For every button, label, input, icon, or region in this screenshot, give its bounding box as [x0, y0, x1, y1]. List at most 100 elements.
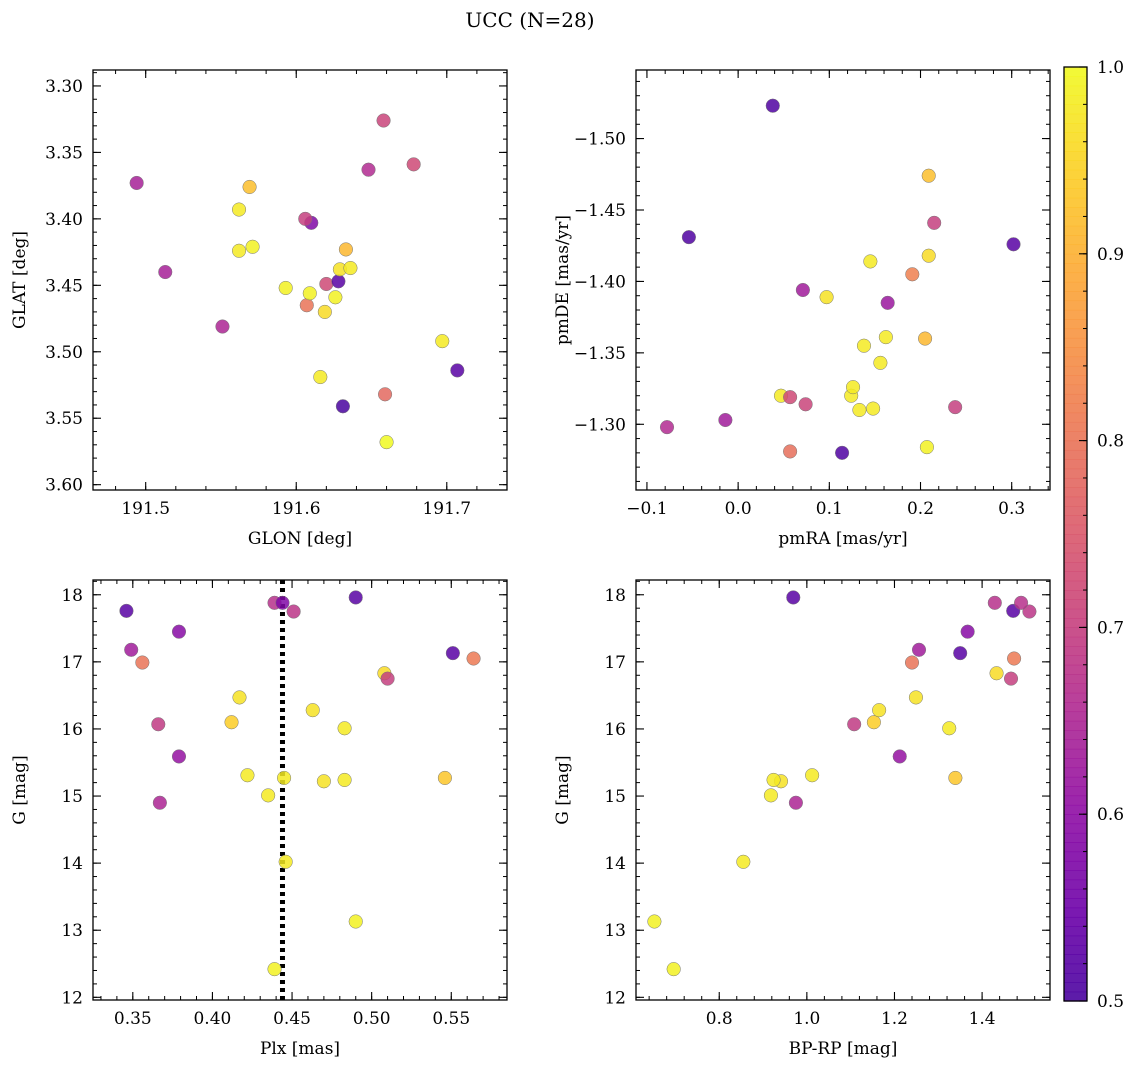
data-point: [313, 369, 328, 385]
y-tick-label: 13: [61, 921, 83, 941]
colorbar-segment: [1064, 888, 1087, 899]
colorbar-segment: [1064, 898, 1087, 909]
colorbar-segment: [1064, 739, 1087, 750]
colorbar-segment: [1064, 104, 1087, 115]
data-point: [659, 420, 675, 435]
figure-title: UCC (N=28): [465, 8, 594, 32]
data-point: [129, 175, 144, 191]
data-point: [852, 402, 867, 418]
colorbar-segment: [1064, 534, 1087, 544]
colorbar-segment: [1064, 67, 1087, 77]
colorbar-segment: [1064, 403, 1087, 414]
data-point: [380, 671, 395, 686]
colorbar-segment: [1064, 711, 1087, 722]
data-point: [348, 914, 363, 929]
data-point: [231, 202, 247, 217]
data-point: [905, 267, 920, 282]
x-axis-label: Plx [mas]: [260, 1039, 340, 1059]
colorbar-segment: [1064, 216, 1087, 227]
colorbar-tick-label: 1.0: [1097, 58, 1124, 78]
y-tick-label: 17: [604, 653, 626, 673]
colorbar-segment: [1064, 412, 1087, 423]
colorbar-segment: [1064, 468, 1087, 479]
colorbar-segment: [1064, 76, 1087, 87]
colorbar-segment: [1064, 954, 1087, 965]
data-point: [989, 666, 1004, 681]
scatter-panel-top-left: 191.5 191.6 191.7 3.30 3.35 3.40 3.45 3.50 3.55 3…: [10, 69, 508, 549]
axes-frame: [635, 69, 1051, 491]
y-tick-label: 18: [61, 586, 83, 606]
data-point: [135, 655, 150, 670]
x-tick-label: 1.4: [969, 1009, 996, 1029]
colorbar-segment: [1064, 356, 1087, 367]
colorbar-segment: [1064, 720, 1087, 731]
colorbar-segment: [1064, 664, 1087, 675]
data-point: [171, 624, 187, 639]
y-tick-label: 3.40: [45, 210, 83, 230]
colorbar-segment: [1064, 496, 1087, 507]
y-tick-label: 3.50: [45, 343, 83, 363]
scatter-panel-top-right: −0.1 0.0 0.1 0.2 0.3 −1.50 −1.45 −1.40 −1.35 −1.3…: [553, 69, 1051, 549]
colorbar-segment: [1064, 590, 1087, 600]
data-point: [275, 595, 290, 610]
data-point: [847, 717, 862, 732]
data-point: [124, 642, 139, 657]
y-tick-label: 15: [604, 787, 626, 807]
colorbar-segment: [1064, 328, 1087, 339]
axes-frame: [635, 579, 1051, 1001]
data-point: [766, 772, 781, 787]
data-point: [1007, 651, 1022, 666]
colorbar-tick-label: 0.8: [1097, 432, 1124, 452]
colorbar-segment: [1064, 786, 1087, 797]
data-point: [445, 646, 460, 661]
colorbar-segment: [1064, 375, 1087, 386]
colorbar-segment: [1064, 646, 1087, 657]
colorbar-segment: [1064, 253, 1087, 264]
colorbar-segment: [1064, 730, 1087, 741]
colorbar-segment: [1064, 160, 1087, 171]
data-point: [872, 703, 887, 718]
colorbar-segment: [1064, 197, 1087, 208]
x-tick-label: 0.8: [706, 1009, 733, 1029]
colorbar-segment: [1064, 580, 1087, 591]
x-tick-label: 191.5: [121, 499, 170, 519]
colorbar-segment: [1064, 207, 1087, 218]
scatter-panel-bottom-right: 0.8 1.0 1.2 1.4 12 13 14 15 16 17 18 BP-RP [mag] G […: [553, 579, 1051, 1059]
colorbar-segment: [1064, 319, 1087, 330]
data-point: [337, 772, 352, 787]
colorbar-segment: [1064, 982, 1087, 993]
y-tick-label: 14: [604, 854, 626, 874]
colorbar-segment: [1064, 702, 1087, 713]
data-point: [845, 380, 861, 395]
axes-frame: [92, 579, 508, 1001]
data-point: [1022, 604, 1037, 619]
colorbar-segment: [1064, 562, 1087, 572]
data-point: [298, 211, 313, 226]
data-point: [1006, 237, 1021, 252]
data-point: [348, 590, 363, 605]
data-point: [921, 248, 936, 263]
x-tick-label: 0.2: [907, 499, 934, 519]
colorbar-segment: [1064, 758, 1087, 769]
x-axis-label: GLON [deg]: [248, 529, 352, 549]
data-point: [224, 715, 239, 730]
colorbar-segment: [1064, 870, 1087, 881]
x-tick-label: 1.2: [881, 1009, 908, 1029]
colorbar-segment: [1064, 515, 1087, 526]
data-point: [242, 179, 257, 195]
x-tick-label: 0.35: [114, 1009, 152, 1029]
x-tick-label: 0.55: [432, 1009, 470, 1029]
colorbar-tick-label: 0.9: [1097, 245, 1124, 265]
data-point: [783, 390, 798, 405]
colorbar-segment: [1064, 431, 1087, 442]
data-point: [232, 690, 247, 705]
colorbar-segment: [1064, 365, 1087, 376]
data-point: [158, 264, 173, 280]
y-tick-label: 3.55: [45, 409, 83, 429]
colorbar-segment: [1064, 300, 1087, 311]
data-point: [960, 624, 975, 639]
data-point: [1003, 671, 1019, 686]
colorbar-segment: [1064, 440, 1087, 451]
y-tick-label: 3.60: [45, 476, 83, 496]
x-tick-label: 0.3: [998, 499, 1025, 519]
